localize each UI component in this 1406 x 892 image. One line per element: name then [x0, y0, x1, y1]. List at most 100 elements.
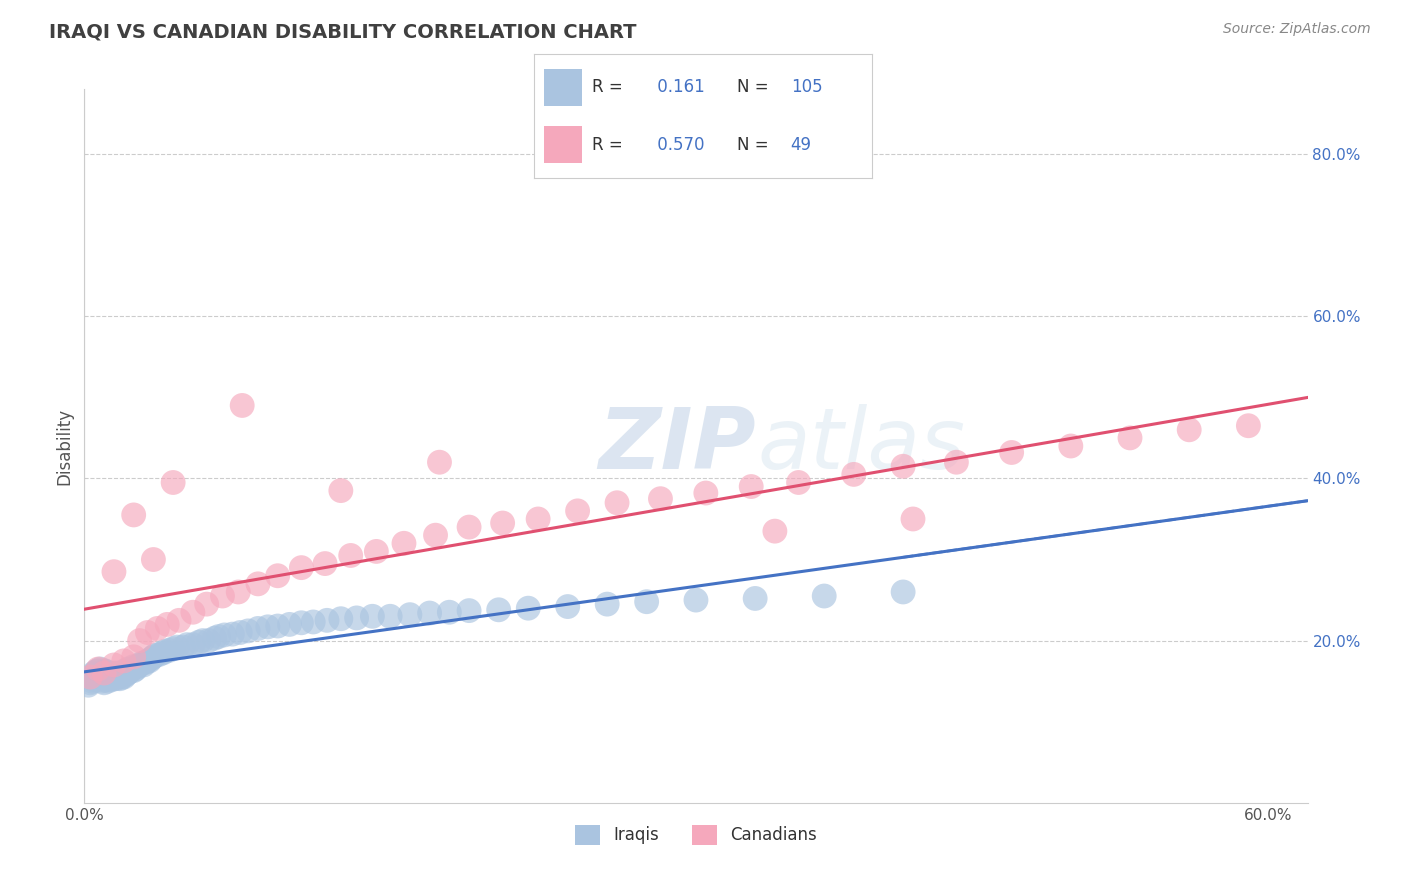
- Point: [172, 640, 194, 654]
- Point: [87, 668, 110, 682]
- Point: [1060, 439, 1083, 453]
- Point: [606, 496, 628, 510]
- Point: [138, 654, 160, 668]
- Text: R =: R =: [592, 78, 623, 96]
- Point: [181, 605, 204, 619]
- Point: [122, 508, 145, 522]
- Point: [191, 633, 214, 648]
- Point: [162, 641, 184, 656]
- Point: [211, 589, 233, 603]
- Point: [197, 633, 219, 648]
- Point: [83, 667, 105, 681]
- Point: [108, 672, 131, 686]
- Point: [122, 649, 145, 664]
- Point: [122, 664, 145, 678]
- Point: [94, 673, 117, 687]
- Point: [214, 628, 236, 642]
- Point: [84, 670, 107, 684]
- Point: [104, 667, 127, 681]
- Point: [93, 666, 115, 681]
- Point: [425, 528, 447, 542]
- Point: [112, 654, 135, 668]
- Point: [108, 667, 131, 681]
- Point: [107, 666, 129, 681]
- Point: [128, 657, 150, 672]
- Text: 0.161: 0.161: [652, 78, 706, 96]
- Point: [89, 666, 111, 681]
- Point: [488, 603, 510, 617]
- Point: [1001, 445, 1024, 459]
- Point: [157, 643, 180, 657]
- Point: [596, 597, 619, 611]
- Point: [329, 612, 352, 626]
- Point: [557, 599, 579, 614]
- Point: [221, 627, 243, 641]
- Point: [763, 524, 786, 538]
- Point: [399, 607, 422, 622]
- Point: [122, 659, 145, 673]
- Point: [527, 512, 550, 526]
- Point: [91, 666, 114, 681]
- Text: 105: 105: [790, 78, 823, 96]
- Point: [392, 536, 415, 550]
- Point: [740, 479, 762, 493]
- FancyBboxPatch shape: [544, 126, 582, 163]
- Point: [93, 664, 115, 678]
- Point: [813, 589, 835, 603]
- Point: [98, 672, 121, 686]
- Point: [117, 666, 139, 681]
- Point: [517, 601, 540, 615]
- Point: [132, 657, 155, 672]
- Point: [267, 619, 290, 633]
- Point: [257, 620, 280, 634]
- Point: [891, 459, 914, 474]
- Point: [97, 670, 120, 684]
- Point: [142, 649, 165, 664]
- Point: [89, 662, 111, 676]
- Text: N =: N =: [737, 136, 768, 153]
- Point: [229, 625, 252, 640]
- Point: [1119, 431, 1142, 445]
- Point: [419, 606, 441, 620]
- Legend: Iraqis, Canadians: Iraqis, Canadians: [568, 818, 824, 852]
- Point: [111, 670, 134, 684]
- Point: [87, 664, 110, 678]
- Point: [146, 622, 169, 636]
- Point: [685, 593, 707, 607]
- Point: [93, 675, 115, 690]
- Point: [83, 673, 105, 687]
- Point: [891, 585, 914, 599]
- Point: [361, 609, 384, 624]
- Point: [156, 617, 179, 632]
- Point: [366, 544, 388, 558]
- Point: [290, 615, 312, 630]
- Point: [176, 638, 198, 652]
- Point: [101, 668, 124, 682]
- Point: [901, 512, 924, 526]
- Point: [127, 659, 149, 673]
- Text: R =: R =: [592, 136, 623, 153]
- Point: [118, 665, 141, 679]
- Point: [97, 666, 120, 681]
- Point: [439, 605, 461, 619]
- Point: [142, 552, 165, 566]
- Point: [744, 591, 766, 606]
- Point: [83, 666, 105, 681]
- Point: [103, 670, 125, 684]
- Point: [302, 615, 325, 629]
- Point: [166, 640, 188, 654]
- Text: N =: N =: [737, 78, 768, 96]
- Point: [152, 646, 174, 660]
- Point: [94, 665, 117, 679]
- Point: [77, 678, 100, 692]
- Point: [695, 486, 717, 500]
- Point: [93, 672, 115, 686]
- Point: [155, 644, 177, 658]
- Point: [104, 672, 127, 686]
- Point: [111, 666, 134, 681]
- Point: [107, 670, 129, 684]
- Point: [162, 475, 184, 490]
- Point: [329, 483, 352, 498]
- Point: [136, 654, 159, 668]
- Point: [246, 577, 269, 591]
